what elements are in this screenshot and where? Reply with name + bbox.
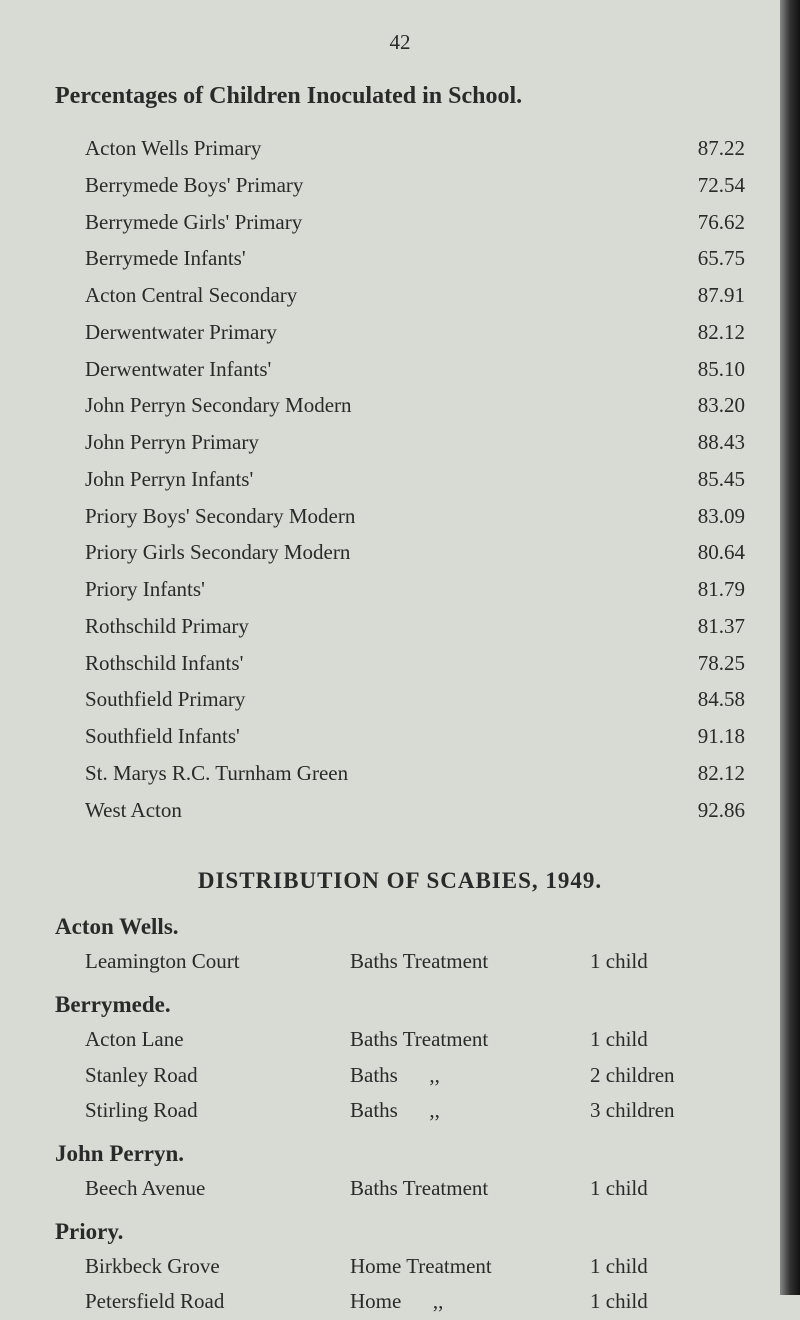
treatment-row: Petersfield RoadHome ,,1 child — [55, 1284, 745, 1320]
table-row: Rothschild Primary81.37 — [55, 608, 745, 645]
table-row: Berrymede Girls' Primary76.62 — [55, 204, 745, 241]
treatment-location: Beech Avenue — [85, 1171, 350, 1207]
distribution-title: DISTRIBUTION OF SCABIES, 1949. — [55, 868, 745, 894]
school-value: 81.79 — [665, 571, 745, 608]
school-name: Priory Infants' — [85, 571, 665, 608]
school-value: 72.54 — [665, 167, 745, 204]
school-value: 81.37 — [665, 608, 745, 645]
treatment-count: 1 child — [590, 1171, 745, 1207]
ward-title: Berrymede. — [55, 992, 745, 1018]
treatment-type: Baths Treatment — [350, 944, 590, 980]
table-row: Derwentwater Primary82.12 — [55, 314, 745, 351]
school-name: Southfield Infants' — [85, 718, 665, 755]
school-name: Derwentwater Infants' — [85, 351, 665, 388]
distribution-wards: Acton Wells.Leamington CourtBaths Treatm… — [55, 914, 745, 1320]
school-name: Rothschild Infants' — [85, 645, 665, 682]
school-value: 85.10 — [665, 351, 745, 388]
school-value: 76.62 — [665, 204, 745, 241]
school-name: St. Marys R.C. Turnham Green — [85, 755, 665, 792]
treatment-row: Leamington CourtBaths Treatment1 child — [55, 944, 745, 980]
treatment-count: 1 child — [590, 944, 745, 980]
school-name: John Perryn Secondary Modern — [85, 387, 665, 424]
school-value: 65.75 — [665, 240, 745, 277]
table-row: West Acton92.86 — [55, 792, 745, 829]
treatment-count: 3 children — [590, 1093, 745, 1129]
school-name: West Acton — [85, 792, 665, 829]
table-row: Berrymede Boys' Primary72.54 — [55, 167, 745, 204]
table-row: Southfield Primary84.58 — [55, 681, 745, 718]
ward-title: Acton Wells. — [55, 914, 745, 940]
school-value: 83.20 — [665, 387, 745, 424]
school-name: John Perryn Primary — [85, 424, 665, 461]
treatment-location: Stanley Road — [85, 1058, 350, 1094]
school-name: John Perryn Infants' — [85, 461, 665, 498]
school-value: 88.43 — [665, 424, 745, 461]
school-name: Priory Boys' Secondary Modern — [85, 498, 665, 535]
treatment-type: Baths Treatment — [350, 1022, 590, 1058]
table-row: Berrymede Infants'65.75 — [55, 240, 745, 277]
treatment-count: 1 child — [590, 1284, 745, 1320]
table-row: Acton Central Secondary87.91 — [55, 277, 745, 314]
table-row: Priory Boys' Secondary Modern83.09 — [55, 498, 745, 535]
treatment-row: Birkbeck GroveHome Treatment1 child — [55, 1249, 745, 1285]
table-row: Priory Infants'81.79 — [55, 571, 745, 608]
treatment-type: Home Treatment — [350, 1249, 590, 1285]
school-name: Acton Wells Primary — [85, 130, 665, 167]
school-value: 92.86 — [665, 792, 745, 829]
treatment-location: Birkbeck Grove — [85, 1249, 350, 1285]
school-name: Berrymede Girls' Primary — [85, 204, 665, 241]
table-row: Priory Girls Secondary Modern80.64 — [55, 534, 745, 571]
percentages-table: Acton Wells Primary87.22Berrymede Boys' … — [55, 130, 745, 828]
ward-title: John Perryn. — [55, 1141, 745, 1167]
school-value: 91.18 — [665, 718, 745, 755]
school-name: Southfield Primary — [85, 681, 665, 718]
treatment-row: Stirling RoadBaths ,,3 children — [55, 1093, 745, 1129]
school-value: 82.12 — [665, 314, 745, 351]
table-row: Southfield Infants'91.18 — [55, 718, 745, 755]
school-value: 83.09 — [665, 498, 745, 535]
school-name: Priory Girls Secondary Modern — [85, 534, 665, 571]
treatment-count: 1 child — [590, 1249, 745, 1285]
school-name: Acton Central Secondary — [85, 277, 665, 314]
school-name: Berrymede Boys' Primary — [85, 167, 665, 204]
table-row: John Perryn Secondary Modern83.20 — [55, 387, 745, 424]
school-value: 80.64 — [665, 534, 745, 571]
treatment-type: Baths ,, — [350, 1093, 590, 1129]
school-name: Derwentwater Primary — [85, 314, 665, 351]
treatment-row: Acton LaneBaths Treatment1 child — [55, 1022, 745, 1058]
treatment-type: Baths Treatment — [350, 1171, 590, 1207]
treatment-type: Home ,, — [350, 1284, 590, 1320]
treatment-location: Acton Lane — [85, 1022, 350, 1058]
table-row: St. Marys R.C. Turnham Green82.12 — [55, 755, 745, 792]
treatment-row: Stanley RoadBaths ,,2 children — [55, 1058, 745, 1094]
school-value: 87.91 — [665, 277, 745, 314]
school-value: 85.45 — [665, 461, 745, 498]
book-binding — [780, 0, 800, 1295]
table-row: Acton Wells Primary87.22 — [55, 130, 745, 167]
treatment-type: Baths ,, — [350, 1058, 590, 1094]
table-row: John Perryn Primary88.43 — [55, 424, 745, 461]
treatment-row: Beech AvenueBaths Treatment1 child — [55, 1171, 745, 1207]
table-row: Derwentwater Infants'85.10 — [55, 351, 745, 388]
school-value: 84.58 — [665, 681, 745, 718]
table-row: Rothschild Infants'78.25 — [55, 645, 745, 682]
treatment-location: Petersfield Road — [85, 1284, 350, 1320]
page-number: 42 — [55, 30, 745, 55]
school-value: 78.25 — [665, 645, 745, 682]
school-name: Rothschild Primary — [85, 608, 665, 645]
treatment-location: Leamington Court — [85, 944, 350, 980]
school-value: 87.22 — [665, 130, 745, 167]
treatment-count: 2 children — [590, 1058, 745, 1094]
treatment-count: 1 child — [590, 1022, 745, 1058]
percentages-title: Percentages of Children Inoculated in Sc… — [55, 83, 745, 110]
school-name: Berrymede Infants' — [85, 240, 665, 277]
treatment-location: Stirling Road — [85, 1093, 350, 1129]
ward-title: Priory. — [55, 1219, 745, 1245]
table-row: John Perryn Infants'85.45 — [55, 461, 745, 498]
school-value: 82.12 — [665, 755, 745, 792]
